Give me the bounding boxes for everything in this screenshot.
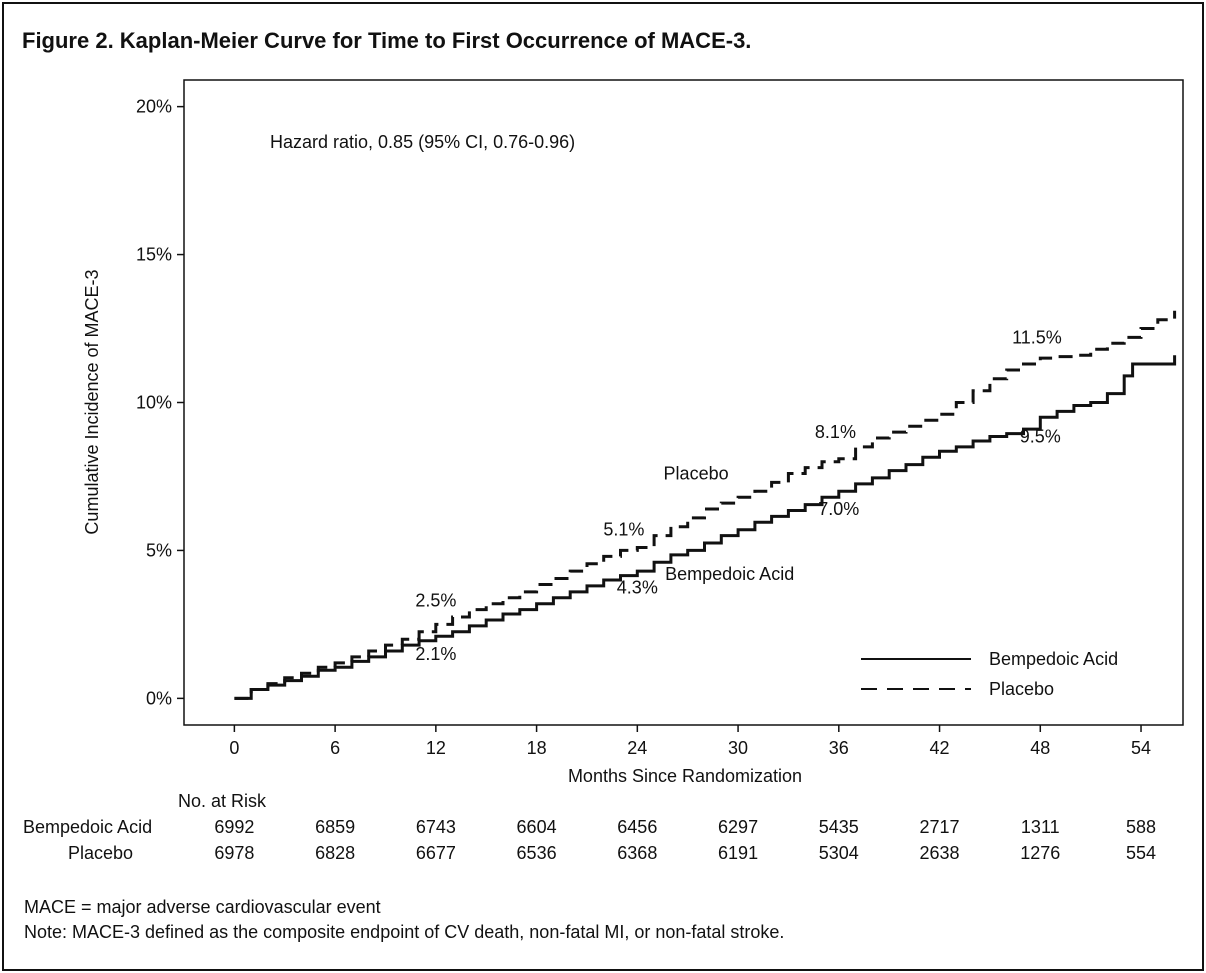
- legend: Bempedoic Acid Placebo: [861, 649, 1118, 699]
- legend-label-placebo: Placebo: [989, 679, 1054, 699]
- risk-cell: 588: [1125, 817, 1157, 837]
- risk-cell: 1311: [1020, 817, 1060, 837]
- risk-row-label: Bempedoic Acid: [23, 817, 153, 837]
- y-axis: 0% 5% 10% 15% 20%: [136, 97, 184, 708]
- risk-cell: 6368: [617, 843, 658, 863]
- y-tick-label: 20%: [136, 97, 172, 117]
- series-line-placebo: [234, 310, 1177, 700]
- risk-cell: 5435: [818, 817, 859, 837]
- y-axis-label: Cumulative Incidence of MACE-3: [82, 269, 102, 534]
- x-tick-label: 36: [829, 738, 849, 758]
- x-tick-label: 30: [728, 738, 748, 758]
- risk-cell: 2717: [919, 817, 960, 837]
- figure-title: Figure 2. Kaplan-Meier Curve for Time to…: [22, 28, 752, 53]
- risk-cell: 6191: [718, 843, 759, 863]
- risk-cell: 6604: [516, 817, 557, 837]
- y-tick-label: 15%: [136, 245, 172, 265]
- x-tick-label: 24: [627, 738, 647, 758]
- risk-cell: 6536: [516, 843, 557, 863]
- y-tick-label: 5%: [146, 540, 172, 560]
- risk-cell: 1276: [1020, 843, 1061, 863]
- risk-row-label: Placebo: [67, 843, 134, 863]
- point-label: 7.0%: [818, 499, 859, 519]
- point-label: 8.1%: [815, 422, 856, 442]
- risk-cell: 2638: [919, 843, 960, 863]
- risk-table-header: No. at Risk: [178, 791, 267, 811]
- legend-label-bempedoic: Bempedoic Acid: [989, 649, 1118, 669]
- point-label: 4.3%: [617, 577, 658, 597]
- risk-cell: 6978: [214, 843, 255, 863]
- point-label: 5.1%: [603, 520, 644, 540]
- risk-cell: 6297: [718, 817, 759, 837]
- risk-cell: 6677: [415, 843, 456, 863]
- series-layer: [234, 310, 1177, 700]
- series-line-bempedoic-acid: [234, 355, 1177, 700]
- x-axis: 0 6 12 18 24 30 36 42 48 54: [229, 725, 1151, 758]
- risk-cell: 6992: [214, 817, 255, 837]
- point-label: 2.5%: [415, 591, 456, 611]
- risk-cell: 6859: [315, 817, 356, 837]
- x-tick-label: 48: [1030, 738, 1050, 758]
- x-tick-label: 12: [426, 738, 446, 758]
- footnote-note: Note: MACE-3 defined as the composite en…: [24, 922, 785, 942]
- labels-layer: 2.5% 2.1% 5.1% 4.3% 8.1% 7.0% 11.5% 9.5% Placebo…: [415, 327, 1061, 664]
- x-axis-label: Months Since Randomization: [568, 766, 802, 786]
- risk-cell: 6456: [617, 817, 658, 837]
- x-tick-label: 0: [229, 738, 239, 758]
- y-tick-label: 10%: [136, 393, 172, 413]
- x-tick-label: 6: [330, 738, 340, 758]
- risk-cell: 5304: [818, 843, 859, 863]
- x-tick-label: 42: [930, 738, 950, 758]
- risk-cell: 554: [1125, 843, 1157, 863]
- footnote-abbreviation: MACE = major adverse cardiovascular even…: [24, 897, 381, 917]
- series-label: Bempedoic Acid: [665, 564, 794, 584]
- point-label: 11.5%: [1012, 327, 1062, 347]
- hazard-ratio-annotation: Hazard ratio, 0.85 (95% CI, 0.76-0.96): [270, 132, 575, 152]
- risk-cell: 6828: [315, 843, 356, 863]
- x-tick-label: 18: [527, 738, 547, 758]
- plot-area: [183, 79, 1184, 726]
- x-tick-label: 54: [1131, 738, 1151, 758]
- series-label: Placebo: [664, 463, 729, 483]
- risk-cell: 6743: [415, 817, 456, 837]
- point-label: 2.1%: [415, 644, 456, 664]
- y-tick-label: 0%: [146, 688, 172, 708]
- point-label: 9.5%: [1020, 426, 1061, 446]
